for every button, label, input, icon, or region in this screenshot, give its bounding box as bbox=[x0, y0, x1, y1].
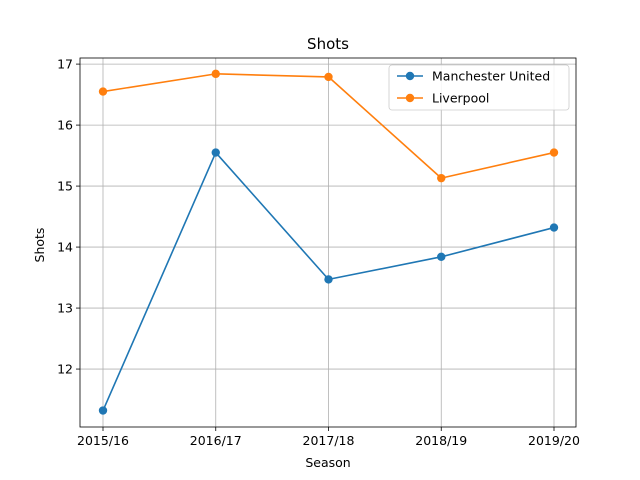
x-axis-title: Season bbox=[305, 455, 350, 470]
legend-box bbox=[388, 64, 570, 111]
manchester-united-point bbox=[324, 275, 333, 284]
grid bbox=[80, 58, 576, 427]
y-axis: 12 13 14 15 16 17 bbox=[57, 57, 80, 377]
y-tick-label: 15 bbox=[57, 179, 73, 194]
manchester-united-point bbox=[211, 148, 220, 157]
legend-marker-liverpool bbox=[405, 93, 415, 103]
liverpool-point bbox=[211, 69, 220, 79]
legend-label-manchester-united: Manchester United bbox=[432, 69, 550, 84]
y-tick-label: 13 bbox=[57, 301, 73, 316]
y-tick-label: 14 bbox=[57, 240, 73, 255]
series-layer bbox=[98, 69, 559, 415]
x-tick-label: 2018/19 bbox=[415, 433, 467, 448]
series-manchester-united bbox=[98, 148, 559, 415]
manchester-united-point bbox=[549, 223, 559, 232]
liverpool-point bbox=[98, 87, 108, 96]
legend: Manchester United Liverpool bbox=[388, 64, 570, 111]
y-tick-label: 17 bbox=[57, 57, 73, 72]
chart-title: Shots bbox=[307, 35, 349, 53]
x-axis: 2015/16 2016/17 2017/18 2018/19 2019/20 bbox=[77, 427, 580, 448]
liverpool-point bbox=[549, 148, 559, 157]
y-tick-label: 16 bbox=[57, 118, 73, 133]
manchester-united-point bbox=[98, 406, 108, 415]
series-liverpool bbox=[98, 69, 559, 183]
legend-label-liverpool: Liverpool bbox=[432, 91, 489, 106]
manchester-united-point bbox=[437, 252, 446, 262]
y-axis-title: Shots bbox=[32, 228, 47, 263]
x-tick-label: 2019/20 bbox=[528, 433, 580, 448]
x-tick-label: 2017/18 bbox=[303, 433, 355, 448]
legend-marker-manchester-united bbox=[405, 71, 415, 81]
liverpool-point bbox=[437, 173, 446, 183]
plot-frame bbox=[79, 57, 577, 428]
liverpool-point bbox=[324, 72, 333, 82]
x-tick-label: 2015/16 bbox=[77, 433, 129, 448]
y-tick-label: 12 bbox=[57, 362, 73, 377]
x-tick-label: 2016/17 bbox=[190, 433, 242, 448]
